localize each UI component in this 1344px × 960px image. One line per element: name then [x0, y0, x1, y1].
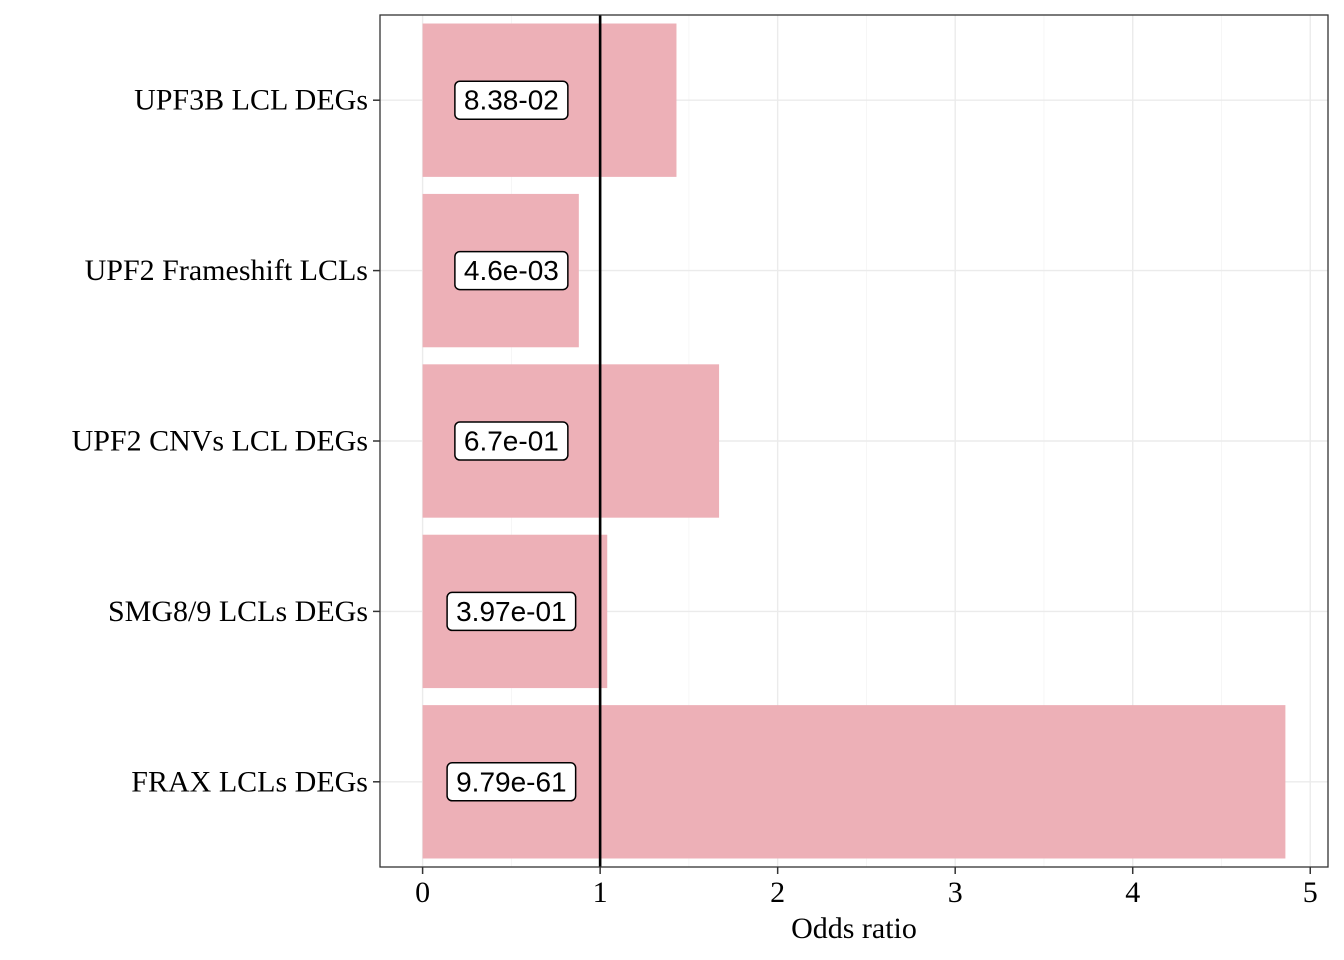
p-value-text: 6.7e-01: [464, 426, 559, 457]
x-tick-label: 0: [415, 876, 430, 909]
category-label: UPF3B LCL DEGs: [134, 84, 368, 117]
x-tick-label: 3: [948, 876, 963, 909]
p-value-box: [454, 250, 569, 291]
x-axis: 0 1 2 3 4 5: [415, 867, 1318, 909]
p-value-text: 9.79e-61: [456, 766, 567, 797]
x-axis-title: Odds ratio: [791, 912, 917, 945]
p-value-box: [454, 421, 569, 461]
category-label: UPF2 CNVs LCL DEGs: [72, 425, 368, 458]
category-label: FRAX LCLs DEGs: [131, 765, 368, 798]
p-value-label: 9.79e-61: [446, 762, 577, 802]
p-value-box: [454, 80, 569, 120]
y-axis: UPF3B LCL DEGs UPF2 Frameshift LCLs UPF2 C…: [72, 84, 380, 798]
p-value-label: 6.7e-01: [454, 421, 569, 461]
x-tick-label: 2: [770, 876, 785, 909]
category-label: UPF2 Frameshift LCLs: [85, 254, 368, 287]
x-tick-label: 4: [1125, 876, 1140, 909]
p-value-label: 3.97e-01: [446, 591, 577, 632]
p-value-label: 8.38-02: [454, 80, 569, 120]
p-value-label: 4.6e-03: [454, 250, 569, 291]
p-value-text: 8.38-02: [464, 85, 559, 116]
p-value-box: [446, 762, 577, 802]
p-value-text: 3.97e-01: [456, 596, 567, 627]
p-value-box: [446, 591, 577, 632]
category-label: SMG8/9 LCLs DEGs: [108, 595, 368, 628]
x-tick-label: 1: [593, 876, 608, 909]
p-value-text: 4.6e-03: [464, 255, 559, 286]
x-tick-label: 5: [1303, 876, 1318, 909]
p-value-labels: 8.38-02 4.6e-03 6.7e-01 3.97e-01 9.79e-61: [446, 80, 577, 802]
